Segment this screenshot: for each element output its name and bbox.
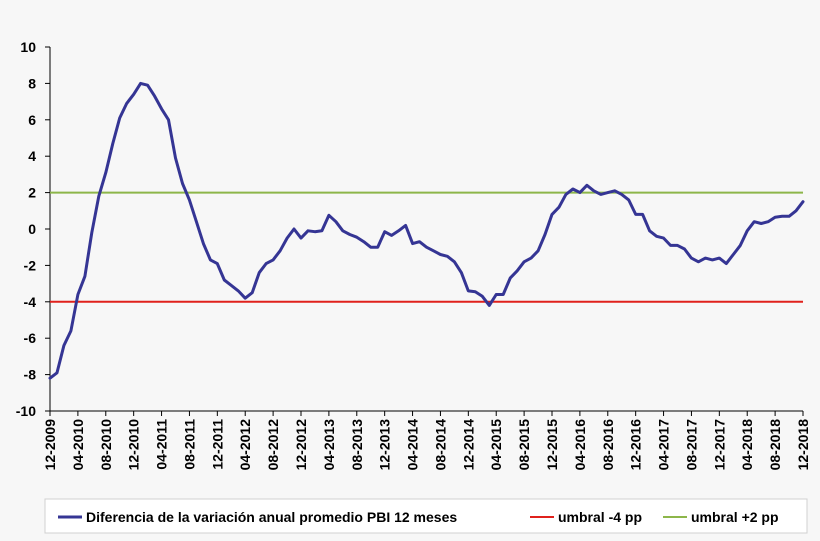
x-tick-label: 12-2011	[209, 419, 225, 470]
x-tick-label: 04-2013	[321, 419, 337, 471]
x-tick-label: 12-2010	[126, 419, 142, 471]
y-tick-label: -8	[24, 367, 37, 383]
y-tick-label: -2	[24, 257, 37, 273]
x-tick-label: 08-2013	[349, 419, 365, 471]
y-tick-label: 10	[20, 39, 36, 55]
legend-box	[44, 498, 808, 534]
y-tick-label: 4	[28, 148, 36, 164]
legend-label-umbral-minus4: umbral -4 pp	[558, 509, 642, 525]
x-axis-ticks: 12-2009 04-2010 08-2010 12-2010 04-2011 08-20…	[42, 411, 811, 470]
x-tick-label: 12-2018	[795, 419, 811, 471]
y-tick-label: 8	[28, 75, 36, 91]
threshold-lines	[50, 191, 803, 303]
x-tick-label: 12-2016	[628, 419, 644, 471]
x-tick-label: 12-2015	[544, 419, 560, 471]
x-tick-label: 12-2014	[460, 419, 476, 471]
x-tick-label: 08-2011	[181, 419, 197, 470]
x-tick-label: 08-2017	[683, 419, 699, 471]
x-tick-label: 12-2017	[711, 419, 727, 471]
y-tick-label: -6	[24, 330, 37, 346]
series-line-pbi	[48, 81, 805, 380]
y-axis-ticks: -10 -8 -6 -4 -2 0 2 4 6 8 10	[16, 39, 50, 419]
x-tick-label: 12-2013	[377, 419, 393, 471]
x-tick-label: 08-2016	[600, 419, 616, 471]
x-tick-label: 04-2010	[70, 419, 86, 471]
legend-label-umbral-plus2: umbral +2 pp	[691, 509, 779, 525]
x-tick-label: 04-2015	[488, 419, 504, 471]
x-tick-label: 04-2014	[405, 419, 421, 471]
x-tick-label: 12-2012	[293, 419, 309, 471]
y-tick-label: -10	[16, 403, 36, 419]
x-tick-label: 08-2014	[432, 419, 448, 471]
x-tick-label: 08-2012	[265, 419, 281, 471]
y-tick-label: 2	[28, 185, 36, 201]
x-tick-label: 08-2010	[98, 419, 114, 471]
x-tick-label: 08-2018	[767, 419, 783, 471]
legend: Diferencia de la variación anual promedi…	[44, 498, 808, 534]
x-tick-label: 04-2011	[154, 419, 170, 470]
y-tick-label: -4	[24, 294, 37, 310]
x-tick-label: 04-2017	[656, 419, 672, 471]
series-group	[48, 81, 805, 380]
y-tick-label: 0	[28, 221, 36, 237]
y-tick-label: 6	[28, 112, 36, 128]
x-tick-label: 04-2016	[572, 419, 588, 471]
x-tick-label: 08-2015	[516, 419, 532, 471]
x-tick-label: 04-2018	[739, 419, 755, 471]
legend-label-pbi: Diferencia de la variación anual promedi…	[86, 509, 457, 525]
x-tick-label: 12-2009	[42, 419, 58, 471]
x-tick-label: 04-2012	[237, 419, 253, 471]
